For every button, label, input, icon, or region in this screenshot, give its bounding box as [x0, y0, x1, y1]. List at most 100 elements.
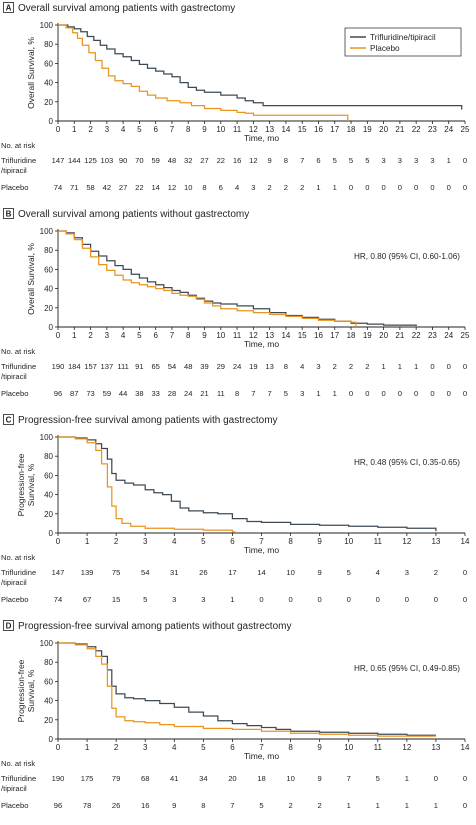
risk-value-placebo: 7	[268, 389, 272, 398]
panel-title: Progression-free survival among patients…	[18, 415, 278, 426]
risk-row-label-placebo: Placebo	[1, 183, 28, 192]
risk-value-treatment: 137	[101, 362, 114, 371]
risk-value-treatment: 39	[200, 362, 208, 371]
x-axis-label: Time, mo	[244, 339, 279, 349]
risk-value-placebo: 0	[463, 389, 467, 398]
risk-value-placebo: 8	[235, 389, 239, 398]
risk-value-placebo: 11	[217, 389, 225, 398]
x-tick-label: 14	[461, 743, 470, 752]
risk-value-placebo: 0	[381, 389, 385, 398]
x-tick-label: 21	[395, 125, 404, 134]
panel-d: D Progression-free survival among patient…	[1, 620, 470, 810]
y-tick-label: 100	[40, 227, 54, 236]
panel-c: C Progression-free survival among patient…	[1, 414, 470, 604]
x-tick-label: 11	[233, 331, 242, 340]
risk-value-treatment: 48	[184, 362, 192, 371]
y-tick-label: 60	[44, 265, 53, 274]
risk-value-treatment: 5	[376, 774, 380, 783]
risk-value-placebo: 4	[235, 183, 239, 192]
risk-row-label-placebo: Placebo	[1, 389, 28, 398]
risk-value-treatment: 0	[434, 774, 438, 783]
x-tick-label: 3	[105, 125, 110, 134]
risk-value-placebo: 12	[168, 183, 176, 192]
risk-value-treatment: 8	[284, 362, 288, 371]
risk-value-placebo: 0	[376, 595, 380, 604]
placebo-curve	[58, 436, 236, 533]
risk-value-treatment: 0	[463, 156, 467, 165]
x-tick-label: 12	[402, 537, 411, 546]
risk-value-treatment: 68	[141, 774, 149, 783]
risk-table: No. at risk Trifluridine/tipiracil Placebo…	[1, 141, 467, 192]
risk-value-placebo: 0	[463, 183, 467, 192]
x-tick-label: 4	[121, 125, 126, 134]
risk-value-treatment: 5	[349, 156, 353, 165]
y-tick-label: 40	[44, 697, 53, 706]
y-tick-label: 80	[44, 452, 53, 461]
y-tick-label: 100	[40, 433, 54, 442]
risk-value-treatment: 103	[101, 156, 114, 165]
risk-value-treatment: 1	[398, 362, 402, 371]
risk-value-placebo: 0	[463, 595, 467, 604]
panel-letter-box	[3, 414, 14, 425]
x-tick-label: 7	[170, 331, 175, 340]
risk-value-treatment: 54	[141, 568, 149, 577]
risk-value-placebo: 5	[284, 389, 288, 398]
x-tick-label: 12	[402, 743, 411, 752]
risk-value-placebo: 0	[347, 595, 351, 604]
y-axis-label: Overall Survival, %	[26, 243, 36, 315]
risk-value-treatment: 18	[257, 774, 265, 783]
risk-value-placebo: 0	[398, 183, 402, 192]
risk-value-placebo: 1	[333, 183, 337, 192]
x-tick-label: 8	[288, 537, 293, 546]
hr-annotation: HR, 0.65 (95% CI, 0.49-0.85)	[354, 664, 460, 673]
x-tick-label: 3	[105, 331, 110, 340]
x-tick-label: 17	[330, 125, 339, 134]
panel-letter: D	[6, 622, 12, 631]
risk-value-placebo: 0	[365, 389, 369, 398]
x-tick-label: 8	[186, 331, 191, 340]
legend-label-treatment: Trifluridine/tipiracil	[370, 33, 436, 42]
risk-value-treatment: 54	[168, 362, 176, 371]
risk-value-placebo: 33	[151, 389, 159, 398]
risk-value-placebo: 44	[119, 389, 127, 398]
risk-value-placebo: 3	[201, 595, 205, 604]
placebo-curve	[58, 24, 349, 121]
x-axis-label: Time, mo	[244, 545, 279, 555]
y-axis-label: Overall Survival, %	[26, 37, 36, 109]
x-tick-label: 15	[298, 331, 307, 340]
x-tick-label: 23	[428, 331, 437, 340]
x-tick-label: 1	[72, 331, 77, 340]
risk-value-treatment: 5	[365, 156, 369, 165]
risk-value-treatment: 32	[184, 156, 192, 165]
risk-value-treatment: 13	[265, 362, 273, 371]
x-tick-label: 5	[137, 331, 142, 340]
risk-value-treatment: 139	[81, 568, 94, 577]
x-tick-label: 19	[363, 125, 372, 134]
x-tick-label: 12	[249, 125, 258, 134]
x-tick-label: 19	[363, 331, 372, 340]
y-tick-label: 80	[44, 246, 53, 255]
risk-row-label-treatment-2: /tipiracil	[1, 784, 27, 793]
risk-value-treatment: 144	[68, 156, 81, 165]
risk-value-placebo: 28	[168, 389, 176, 398]
risk-value-treatment: 79	[112, 774, 120, 783]
risk-value-treatment: 19	[249, 362, 257, 371]
risk-value-treatment: 9	[318, 568, 322, 577]
legend: Trifluridine/tipiracil Placebo	[344, 27, 462, 57]
x-tick-label: 1	[85, 743, 90, 752]
risk-value-treatment: 1	[447, 156, 451, 165]
risk-value-placebo: 96	[54, 389, 62, 398]
risk-value-treatment: 9	[268, 156, 272, 165]
risk-value-treatment: 8	[284, 156, 288, 165]
risk-value-treatment: 2	[349, 362, 353, 371]
risk-value-treatment: 9	[318, 774, 322, 783]
risk-row-label-treatment: Trifluridine	[1, 362, 36, 371]
risk-value-placebo: 5	[259, 801, 263, 810]
panel-letter: B	[6, 210, 12, 219]
y-tick-label: 20	[44, 510, 53, 519]
risk-value-treatment: 5	[333, 156, 337, 165]
risk-row-label-treatment: Trifluridine	[1, 156, 36, 165]
x-tick-label: 16	[314, 125, 323, 134]
risk-value-placebo: 0	[463, 801, 467, 810]
panel-letter-box	[3, 620, 14, 631]
